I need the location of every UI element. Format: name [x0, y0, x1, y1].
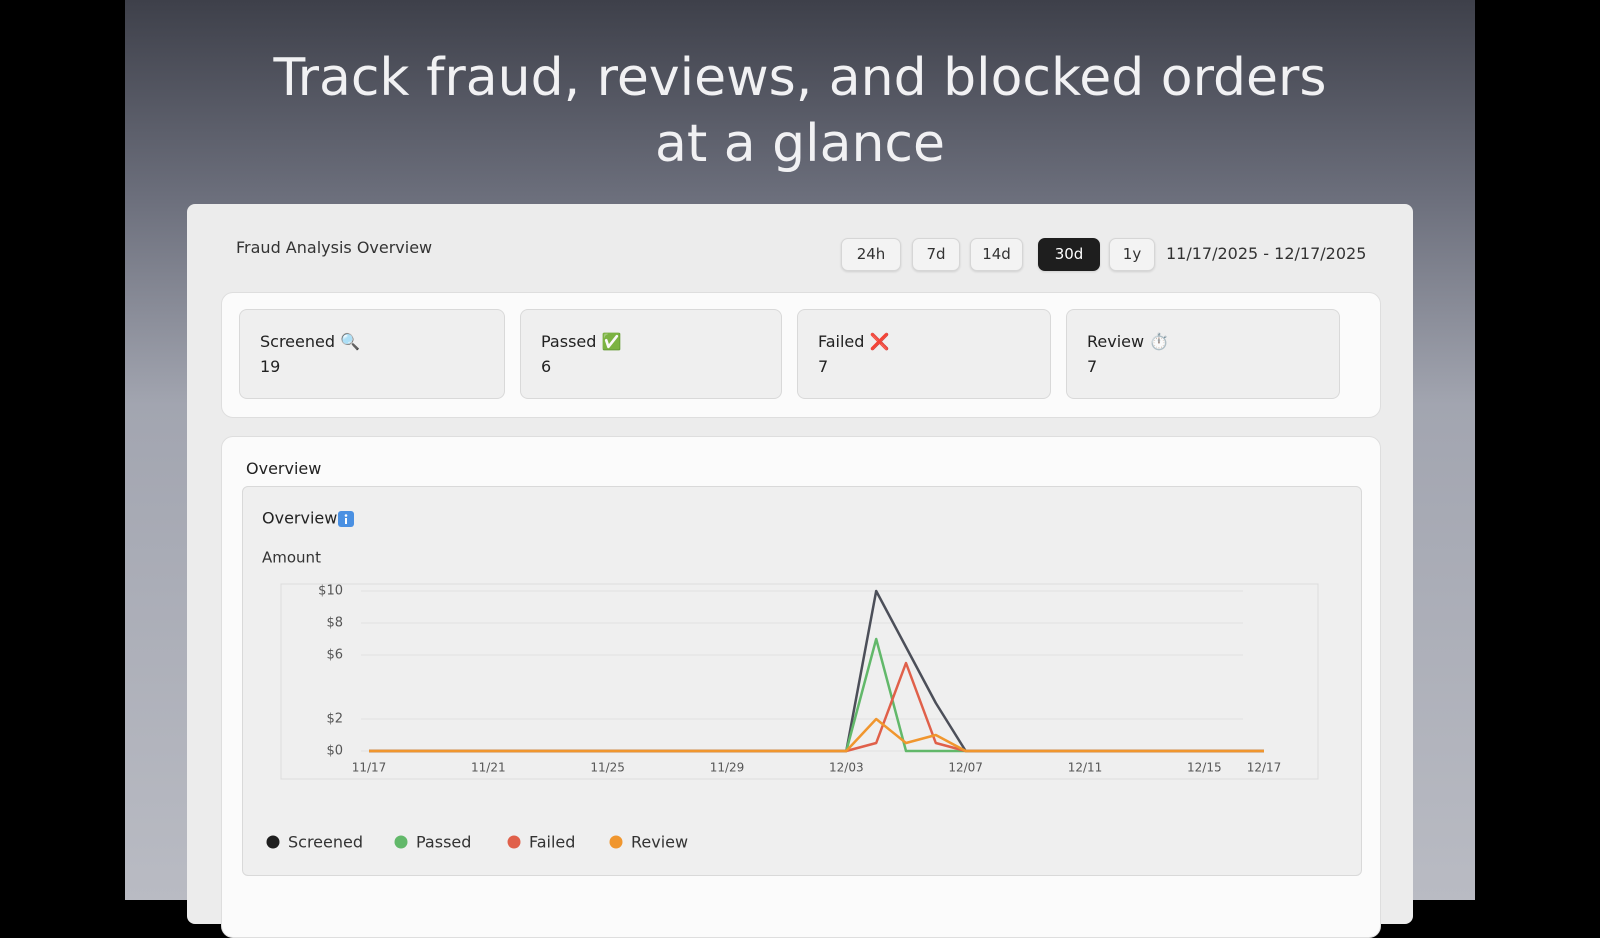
- stats-panel: Screened 🔍 19 Passed ✅ 6 Failed ❌ 7 Review ⏱️ 7: [221, 292, 1381, 418]
- chart-title: Overview: [262, 509, 337, 528]
- x-tick-label: 12/17: [1247, 761, 1282, 775]
- series-line: [369, 661, 1264, 753]
- stat-card: Passed ✅ 6: [520, 309, 782, 399]
- legend-swatch: [609, 835, 623, 849]
- x-tick-label: 11/17: [352, 761, 387, 775]
- y-tick-label: $0: [326, 744, 343, 759]
- series-line: [369, 717, 1264, 753]
- stat-label: Review ⏱️: [1087, 332, 1169, 351]
- headline-line: Track fraud, reviews, and blocked orders: [273, 48, 1327, 108]
- y-tick-label: $6: [326, 648, 343, 663]
- range-button[interactable]: 1y: [1109, 238, 1155, 271]
- stat-name: Screened: [260, 332, 336, 351]
- stat-name: Review: [1087, 332, 1145, 351]
- stat-value: 7: [1087, 357, 1098, 376]
- range-button[interactable]: 14d: [970, 238, 1023, 271]
- stat-value: 6: [541, 357, 552, 376]
- headline-line: at a glance: [654, 114, 946, 174]
- legend-label: Failed: [529, 833, 575, 852]
- x-tick-label: 12/03: [829, 761, 864, 775]
- legend-label: Review: [631, 833, 688, 852]
- stat-label: Screened 🔍: [260, 332, 360, 351]
- overview-card: Fraud Analysis Overview 24h 7d 14d 30d 1y 11…: [187, 204, 1413, 938]
- plot-frame: [280, 583, 1319, 780]
- stat-value: 19: [260, 357, 281, 376]
- y-tick-label: $2: [326, 712, 343, 727]
- legend-swatch: [266, 835, 280, 849]
- stat-icon: ⏱️: [1149, 332, 1170, 351]
- series-line: [369, 589, 1264, 753]
- stat-icon: ❌: [869, 332, 890, 351]
- stat-card: Screened 🔍 19: [239, 309, 505, 399]
- chart-panel: Overview Overview Amount $10 $8 $6 $2 $0 11/1…: [221, 436, 1381, 938]
- stat-card: Review ⏱️ 7: [1066, 309, 1340, 399]
- page: {"headline": ["Track fraud, reviews, and…: [125, 0, 1475, 938]
- chart-box: Overview Amount $10 $8 $6 $2 $0 11/17 11/21 11/…: [242, 486, 1362, 876]
- headline: Track fraud, reviews, and blocked orders…: [125, 45, 1475, 177]
- stat-value: 7: [818, 357, 829, 376]
- stat-label: Failed ❌: [818, 332, 889, 351]
- stat-card: Failed ❌ 7: [797, 309, 1051, 399]
- stat-name: Passed: [541, 332, 597, 351]
- legend-swatch: [394, 835, 408, 849]
- date-range[interactable]: 11/17/2025 - 12/17/2025: [1166, 244, 1367, 263]
- legend-swatch: [507, 835, 521, 849]
- y-axis-label: Amount: [262, 549, 321, 567]
- x-tick-label: 12/11: [1068, 761, 1103, 775]
- series-line: [369, 637, 1264, 753]
- x-tick-label: 12/07: [948, 761, 983, 775]
- info-icon: [338, 511, 354, 527]
- legend-label: Passed: [416, 833, 471, 852]
- y-tick-label: $10: [318, 584, 343, 599]
- range-button[interactable]: 7d: [912, 238, 960, 271]
- x-tick-label: 11/21: [471, 761, 506, 775]
- card-title: Fraud Analysis Overview: [236, 238, 433, 257]
- stat-icon: 🔍: [340, 332, 361, 351]
- x-tick-label: 11/29: [710, 761, 745, 775]
- stat-name: Failed: [818, 332, 865, 351]
- x-tick-label: 11/25: [590, 761, 625, 775]
- range-button[interactable]: 24h: [841, 238, 901, 271]
- legend-label: Screened: [288, 833, 363, 852]
- chart: Overview Amount $10 $8 $6 $2 $0 11/17 11/21 11/…: [262, 509, 1319, 852]
- range-button[interactable]: 30d: [1038, 238, 1100, 271]
- x-tick-label: 12/15: [1187, 761, 1222, 775]
- stat-icon: ✅: [601, 332, 622, 351]
- stat-label: Passed ✅: [541, 332, 621, 351]
- y-tick-label: $8: [326, 616, 343, 631]
- section-title: Overview: [246, 459, 322, 478]
